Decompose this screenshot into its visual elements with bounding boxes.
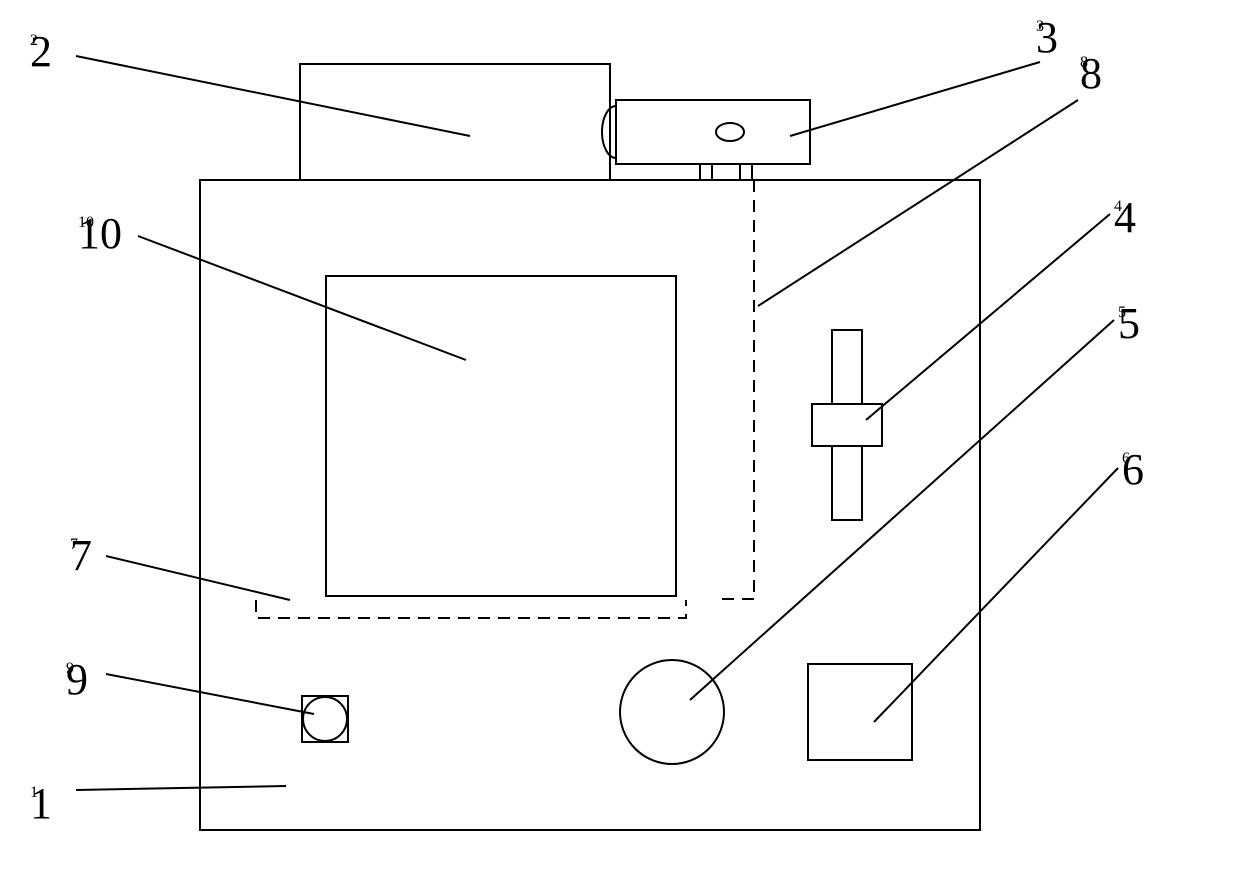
svg-text:2: 2: [30, 27, 52, 76]
svg-text:6: 6: [1122, 445, 1144, 494]
svg-text:5: 5: [1118, 299, 1140, 348]
svg-text:8: 8: [1080, 49, 1102, 98]
svg-text:9: 9: [66, 655, 88, 704]
svg-text:10: 10: [78, 209, 122, 258]
svg-text:7: 7: [70, 531, 92, 580]
svg-text:3: 3: [1036, 13, 1058, 62]
svg-text:1: 1: [30, 779, 52, 828]
svg-text:4: 4: [1114, 193, 1136, 242]
